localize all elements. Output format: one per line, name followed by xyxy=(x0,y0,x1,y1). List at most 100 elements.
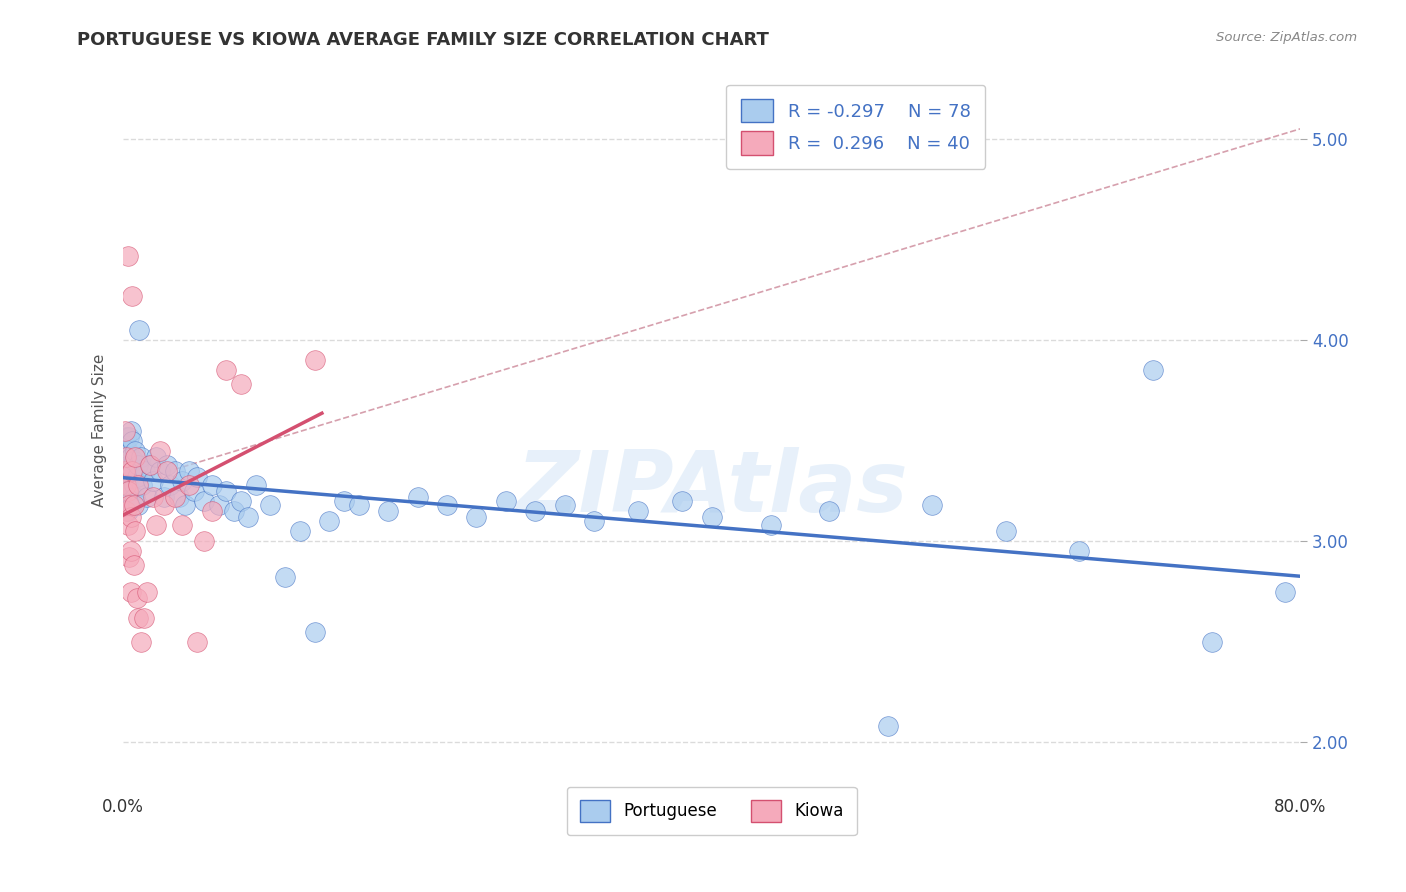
Point xyxy=(215,483,238,498)
Point xyxy=(921,498,943,512)
Point xyxy=(172,518,194,533)
Point xyxy=(121,464,143,478)
Point xyxy=(142,474,165,488)
Y-axis label: Average Family Size: Average Family Size xyxy=(93,354,107,508)
Point xyxy=(127,610,149,624)
Point xyxy=(583,514,606,528)
Text: PORTUGUESE VS KIOWA AVERAGE FAMILY SIZE CORRELATION CHART: PORTUGUESE VS KIOWA AVERAGE FAMILY SIZE … xyxy=(77,31,769,49)
Point xyxy=(118,429,141,443)
Point xyxy=(174,498,197,512)
Point xyxy=(671,494,693,508)
Point xyxy=(524,504,547,518)
Point xyxy=(238,510,260,524)
Point xyxy=(153,490,176,504)
Legend: Portuguese, Kiowa: Portuguese, Kiowa xyxy=(567,787,856,835)
Point xyxy=(186,470,208,484)
Point xyxy=(200,478,222,492)
Point xyxy=(229,494,252,508)
Point xyxy=(347,498,370,512)
Point xyxy=(114,424,136,438)
Point xyxy=(200,504,222,518)
Point xyxy=(153,498,176,512)
Point xyxy=(120,544,142,558)
Point xyxy=(163,464,186,478)
Point xyxy=(179,464,201,478)
Point xyxy=(117,518,139,533)
Point xyxy=(274,570,297,584)
Point xyxy=(114,438,136,452)
Point xyxy=(877,719,900,733)
Point xyxy=(627,504,650,518)
Point xyxy=(759,518,782,533)
Point xyxy=(288,524,311,538)
Point xyxy=(406,490,429,504)
Point xyxy=(121,434,143,448)
Point xyxy=(222,504,245,518)
Point xyxy=(131,478,153,492)
Point xyxy=(120,584,142,599)
Point xyxy=(115,450,138,464)
Point xyxy=(120,494,142,508)
Point xyxy=(124,450,146,464)
Point xyxy=(145,450,167,464)
Point xyxy=(259,498,281,512)
Point xyxy=(149,443,172,458)
Point xyxy=(145,518,167,533)
Point xyxy=(118,458,141,472)
Point xyxy=(129,450,152,464)
Point xyxy=(554,498,576,512)
Point xyxy=(377,504,399,518)
Point xyxy=(117,443,139,458)
Point xyxy=(139,458,162,472)
Point xyxy=(333,494,356,508)
Point xyxy=(183,483,205,498)
Point xyxy=(436,498,458,512)
Point xyxy=(245,478,267,492)
Point xyxy=(318,514,340,528)
Point xyxy=(114,474,136,488)
Point xyxy=(304,624,326,639)
Point xyxy=(114,464,136,478)
Point xyxy=(120,510,142,524)
Point xyxy=(167,490,190,504)
Point xyxy=(125,591,148,605)
Point xyxy=(1274,584,1296,599)
Point xyxy=(1142,363,1164,377)
Point xyxy=(994,524,1017,538)
Point xyxy=(229,377,252,392)
Point xyxy=(118,550,141,565)
Point xyxy=(115,429,138,443)
Point xyxy=(115,490,138,504)
Point xyxy=(117,504,139,518)
Point xyxy=(124,524,146,538)
Point xyxy=(172,474,194,488)
Point xyxy=(121,289,143,303)
Point xyxy=(495,494,517,508)
Point xyxy=(149,464,172,478)
Point xyxy=(128,323,150,337)
Point xyxy=(818,504,841,518)
Point xyxy=(129,634,152,648)
Point xyxy=(117,478,139,492)
Point xyxy=(118,483,141,498)
Point xyxy=(179,478,201,492)
Point xyxy=(134,464,156,478)
Point xyxy=(117,483,139,498)
Point xyxy=(122,498,145,512)
Point xyxy=(122,558,145,573)
Point xyxy=(115,464,138,478)
Point xyxy=(163,490,186,504)
Point xyxy=(186,634,208,648)
Point xyxy=(127,458,149,472)
Point xyxy=(132,610,155,624)
Point xyxy=(127,478,149,492)
Point xyxy=(124,490,146,504)
Point xyxy=(193,534,215,549)
Point xyxy=(120,450,142,464)
Point xyxy=(115,478,138,492)
Point xyxy=(118,498,141,512)
Point xyxy=(135,584,157,599)
Point xyxy=(1069,544,1091,558)
Point xyxy=(122,454,145,468)
Point xyxy=(215,363,238,377)
